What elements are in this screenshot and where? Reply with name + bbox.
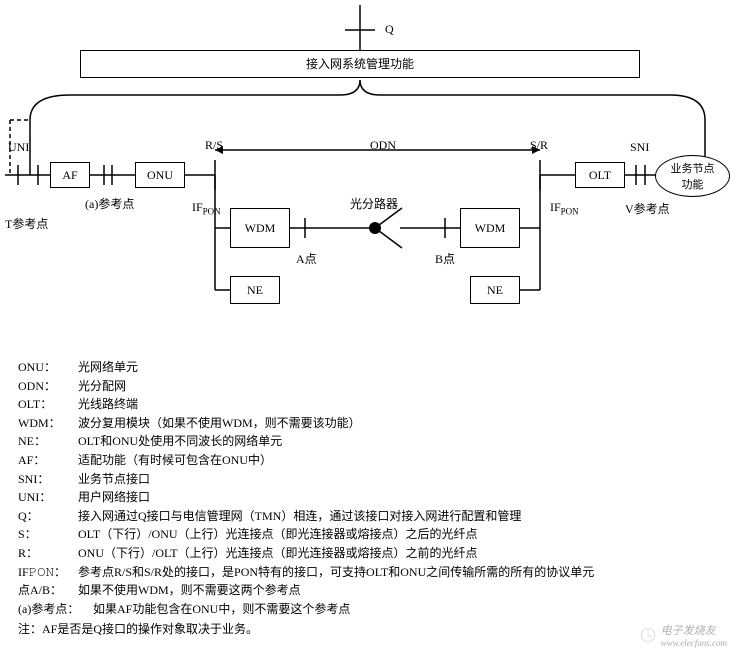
- legend-row: OLT：光线路终端: [18, 395, 594, 414]
- legend-term: 点A/B：: [18, 581, 78, 600]
- watermark: 电子发烧友 www.elecfans.com: [639, 622, 727, 648]
- watermark-url: www.elecfans.com: [661, 638, 727, 648]
- odn-label: ODN: [370, 138, 396, 153]
- wdm-left-box: WDM: [230, 208, 290, 248]
- a-point-label: A点: [296, 250, 317, 267]
- legend-def: 用户网络接口: [78, 488, 594, 507]
- legend-def: OLT和ONU处使用不同波长的网络单元: [78, 432, 594, 451]
- legend-def: 波分复用模块（如果不使用WDM，则不需要该功能）: [78, 414, 594, 433]
- legend-term: S：: [18, 525, 78, 544]
- service-node-label: 业务节点 功能: [671, 160, 715, 192]
- legend-def: 如果不使用WDM，则不需要这两个参考点: [78, 581, 594, 600]
- olt-box: OLT: [575, 162, 625, 188]
- wdm-right-label: WDM: [475, 221, 506, 235]
- legend-row: ONU：光网络单元: [18, 358, 594, 377]
- legend-row: Q：接入网通过Q接口与电信管理网（TMN）相连，通过该接口对接入网进行配置和管理: [18, 507, 594, 526]
- mgmt-box: 接入网系统管理功能: [80, 50, 640, 78]
- legend-term: UNI：: [18, 488, 78, 507]
- legend-row: ODN：光分配网: [18, 377, 594, 396]
- ne-right-box: NE: [470, 276, 520, 304]
- legend-term: ONU：: [18, 358, 78, 377]
- splitter-label: 光分路器: [350, 195, 398, 212]
- legend: ONU：光网络单元ODN：光分配网OLT：光线路终端WDM：波分复用模块（如果不…: [18, 358, 594, 639]
- legend-row: IF𝙿𝙾𝙽：参考点R/S和S/R处的接口，是PON特有的接口，可支持OLT和ON…: [18, 563, 594, 582]
- legend-def: 光分配网: [78, 377, 594, 396]
- v-ref-label: V参考点: [625, 200, 670, 217]
- legend-row: (a)参考点：如果AF功能包含在ONU中，则不需要这个参考点: [18, 600, 594, 619]
- mgmt-title: 接入网系统管理功能: [306, 57, 414, 71]
- onu-label: ONU: [147, 168, 173, 182]
- note: 注：AF是否是Q接口的操作对象取决于业务。: [18, 620, 594, 639]
- legend-def: ONU（下行）/OLT（上行）光连接点（即光连接器或熔接点）之前的光纤点: [78, 544, 594, 563]
- legend-row: WDM：波分复用模块（如果不使用WDM，则不需要该功能）: [18, 414, 594, 433]
- ifpon-left: IFPON: [192, 200, 221, 216]
- legend-def: OLT（下行）/ONU（上行）光连接点（即光连接器或熔接点）之后的光纤点: [78, 525, 594, 544]
- legend-def: 参考点R/S和S/R处的接口，是PON特有的接口，可支持OLT和ONU之间传输所…: [78, 563, 594, 582]
- t-ref-label: T参考点: [5, 215, 48, 232]
- legend-row: SNI：业务节点接口: [18, 470, 594, 489]
- legend-row: AF：适配功能（有时候可包含在ONU中）: [18, 451, 594, 470]
- af-box: AF: [50, 162, 90, 188]
- legend-term: NE：: [18, 432, 78, 451]
- legend-term: AF：: [18, 451, 78, 470]
- af-label: AF: [62, 168, 77, 182]
- legend-def: 如果AF功能包含在ONU中，则不需要这个参考点: [93, 600, 594, 619]
- watermark-icon: [639, 626, 657, 644]
- legend-row: S：OLT（下行）/ONU（上行）光连接点（即光连接器或熔接点）之后的光纤点: [18, 525, 594, 544]
- uni-label: UNI: [8, 140, 29, 155]
- legend-term: (a)参考点：: [18, 600, 93, 619]
- legend-row: NE：OLT和ONU处使用不同波长的网络单元: [18, 432, 594, 451]
- ne-right-label: NE: [487, 283, 503, 297]
- legend-term: OLT：: [18, 395, 78, 414]
- wdm-left-label: WDM: [245, 221, 276, 235]
- sr-label: S/R: [530, 138, 548, 153]
- legend-term: Q：: [18, 507, 78, 526]
- rs-label: R/S: [205, 138, 223, 153]
- legend-def: 接入网通过Q接口与电信管理网（TMN）相连，通过该接口对接入网进行配置和管理: [78, 507, 594, 526]
- onu-box: ONU: [135, 162, 185, 188]
- legend-def: 光网络单元: [78, 358, 594, 377]
- legend-term: IF𝙿𝙾𝙽：: [18, 563, 78, 582]
- legend-row: 点A/B：如果不使用WDM，则不需要这两个参考点: [18, 581, 594, 600]
- legend-def: 业务节点接口: [78, 470, 594, 489]
- b-point-label: B点: [435, 250, 455, 267]
- olt-label: OLT: [589, 168, 611, 182]
- wdm-right-box: WDM: [460, 208, 520, 248]
- watermark-text: 电子发烧友: [661, 622, 727, 638]
- legend-row: R：ONU（下行）/OLT（上行）光连接点（即光连接器或熔接点）之前的光纤点: [18, 544, 594, 563]
- ifpon-right: IFPON: [550, 200, 579, 216]
- legend-term: R：: [18, 544, 78, 563]
- diagram-container: Q 接入网系统管理功能 UNI R/S ODN S/R SNI AF ONU O…: [0, 0, 739, 350]
- q-label: Q: [385, 22, 394, 37]
- ne-left-label: NE: [247, 283, 263, 297]
- legend-row: UNI：用户网络接口: [18, 488, 594, 507]
- legend-term: ODN：: [18, 377, 78, 396]
- a-ref-label: (a)参考点: [85, 195, 134, 212]
- legend-term: WDM：: [18, 414, 78, 433]
- legend-term: SNI：: [18, 470, 78, 489]
- legend-def: 光线路终端: [78, 395, 594, 414]
- service-node: 业务节点 功能: [655, 155, 730, 197]
- sni-label: SNI: [630, 140, 649, 155]
- ne-left-box: NE: [230, 276, 280, 304]
- legend-def: 适配功能（有时候可包含在ONU中）: [78, 451, 594, 470]
